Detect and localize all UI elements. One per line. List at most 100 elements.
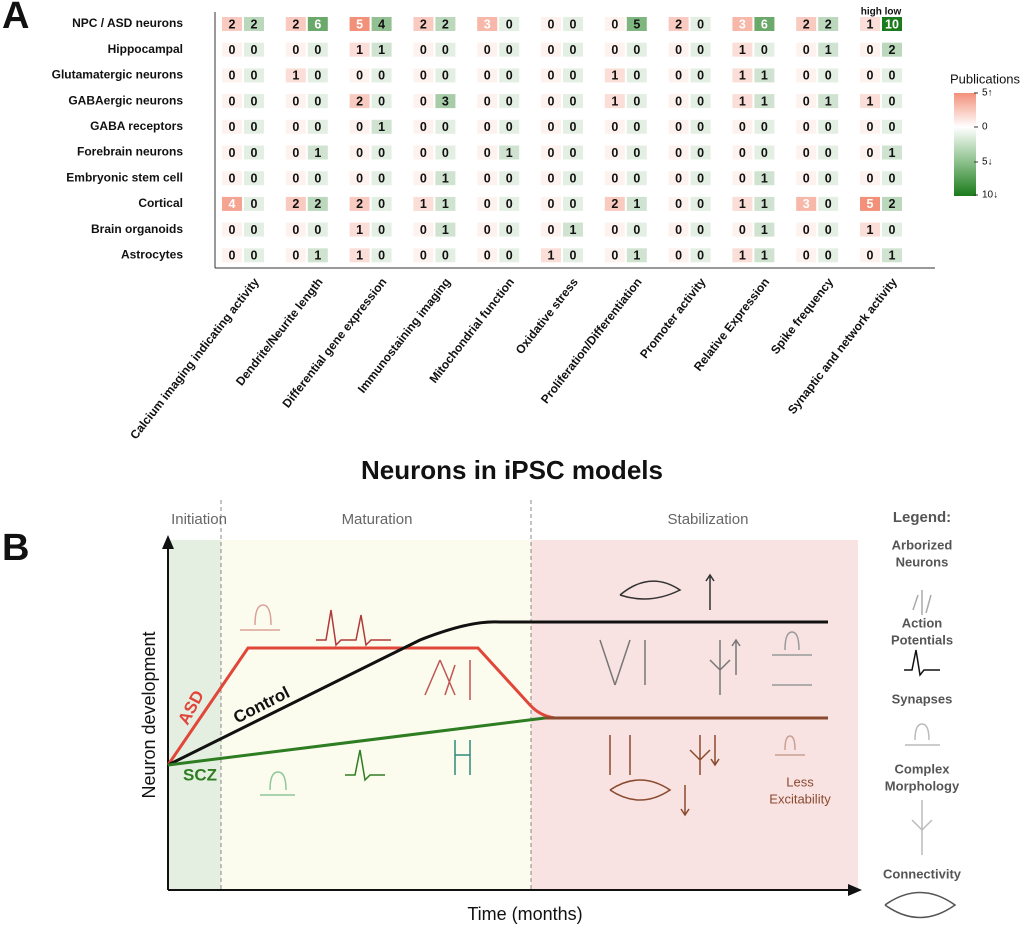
curve-label: SCZ <box>183 765 217 784</box>
cell <box>563 196 583 211</box>
cell <box>244 17 264 31</box>
cell <box>882 68 902 83</box>
cell-value: 0 <box>570 171 577 185</box>
cell <box>307 119 328 134</box>
cell-value: 0 <box>761 120 768 134</box>
cell <box>690 68 711 83</box>
cell <box>285 68 306 83</box>
cell <box>477 248 498 263</box>
cell <box>244 68 264 83</box>
cell-value: 0 <box>356 120 363 134</box>
cell-value: 0 <box>484 171 491 185</box>
cell-value: 0 <box>697 69 704 83</box>
cell-value: 1 <box>420 197 427 211</box>
phase-label: Maturation <box>342 511 413 528</box>
cell <box>690 94 711 109</box>
cell-value: 0 <box>611 146 618 160</box>
cell <box>626 17 647 31</box>
cell-value: 1 <box>633 249 640 263</box>
cell-value: 0 <box>825 197 832 211</box>
cell-value: 1 <box>378 43 385 57</box>
cell <box>668 68 689 83</box>
cell <box>413 17 434 31</box>
cell <box>307 248 328 263</box>
legend-label: 0 <box>982 122 988 133</box>
cell <box>604 42 625 57</box>
cell <box>796 119 817 134</box>
panel-label: B <box>2 527 29 569</box>
cell-value: 0 <box>378 171 385 185</box>
cell <box>732 17 753 31</box>
cell <box>349 94 370 109</box>
phase-label: Stabilization <box>668 511 749 528</box>
cell-value: 2 <box>314 197 321 211</box>
cell <box>244 145 264 160</box>
cell <box>499 17 520 31</box>
cell-value: 2 <box>611 197 618 211</box>
cell-value: 0 <box>611 223 618 237</box>
cell <box>541 119 561 134</box>
legend-icon <box>884 891 957 919</box>
cell-value: 1 <box>378 120 385 134</box>
synapse-icon <box>772 631 812 686</box>
cell <box>732 222 753 237</box>
phase-label: Initiation <box>171 511 227 528</box>
legend-title: Publications <box>950 71 1021 86</box>
axis-arrow <box>162 535 174 549</box>
spike-icon <box>316 609 391 647</box>
cell <box>626 196 647 211</box>
cell-value: 1 <box>548 249 555 263</box>
cell <box>285 171 306 186</box>
cell-value: 0 <box>803 69 810 83</box>
cell <box>882 171 902 186</box>
cell <box>435 196 456 211</box>
cell <box>796 68 817 83</box>
cell-value: 0 <box>570 120 577 134</box>
cell-value: 0 <box>484 249 491 263</box>
cell <box>371 248 392 263</box>
cell <box>818 68 839 83</box>
cell <box>222 196 242 211</box>
cell <box>563 171 583 186</box>
phase-band <box>221 540 531 890</box>
cell-value: 1 <box>825 43 832 57</box>
row-label: NPC / ASD neurons <box>72 16 183 30</box>
cell-value: 0 <box>570 146 577 160</box>
cell-value: 0 <box>611 171 618 185</box>
cell <box>349 145 370 160</box>
cell-value: 1 <box>761 223 768 237</box>
cell-value: 0 <box>675 94 682 108</box>
cell-value: 1 <box>442 223 449 237</box>
cell <box>244 94 264 109</box>
cell-value: 0 <box>867 171 874 185</box>
cell <box>285 145 306 160</box>
cell <box>349 196 370 211</box>
cell-value: 0 <box>378 69 385 83</box>
cell-value: 1 <box>825 94 832 108</box>
note: Excitability <box>769 791 831 806</box>
cell-value: 0 <box>420 69 427 83</box>
cell-value: 0 <box>675 249 682 263</box>
cell <box>626 68 647 83</box>
cell-value: 0 <box>484 69 491 83</box>
row-label: Cortical <box>138 196 183 210</box>
cell-value: 0 <box>420 43 427 57</box>
cell <box>563 119 583 134</box>
cell <box>285 42 306 57</box>
cell <box>626 119 647 134</box>
connectivity-icon <box>619 573 715 610</box>
cell <box>860 119 880 134</box>
cell <box>563 42 583 57</box>
cell <box>860 248 880 263</box>
cell <box>604 145 625 160</box>
cell-value: 2 <box>889 197 896 211</box>
cell-value: 0 <box>292 120 299 134</box>
cell-value: 0 <box>675 171 682 185</box>
cell-value: 0 <box>697 197 704 211</box>
cell-value: 0 <box>867 249 874 263</box>
cell-value: 0 <box>867 146 874 160</box>
cell <box>860 222 880 237</box>
cell <box>690 17 711 31</box>
cell <box>796 222 817 237</box>
legend-label: 5↑ <box>982 88 993 99</box>
